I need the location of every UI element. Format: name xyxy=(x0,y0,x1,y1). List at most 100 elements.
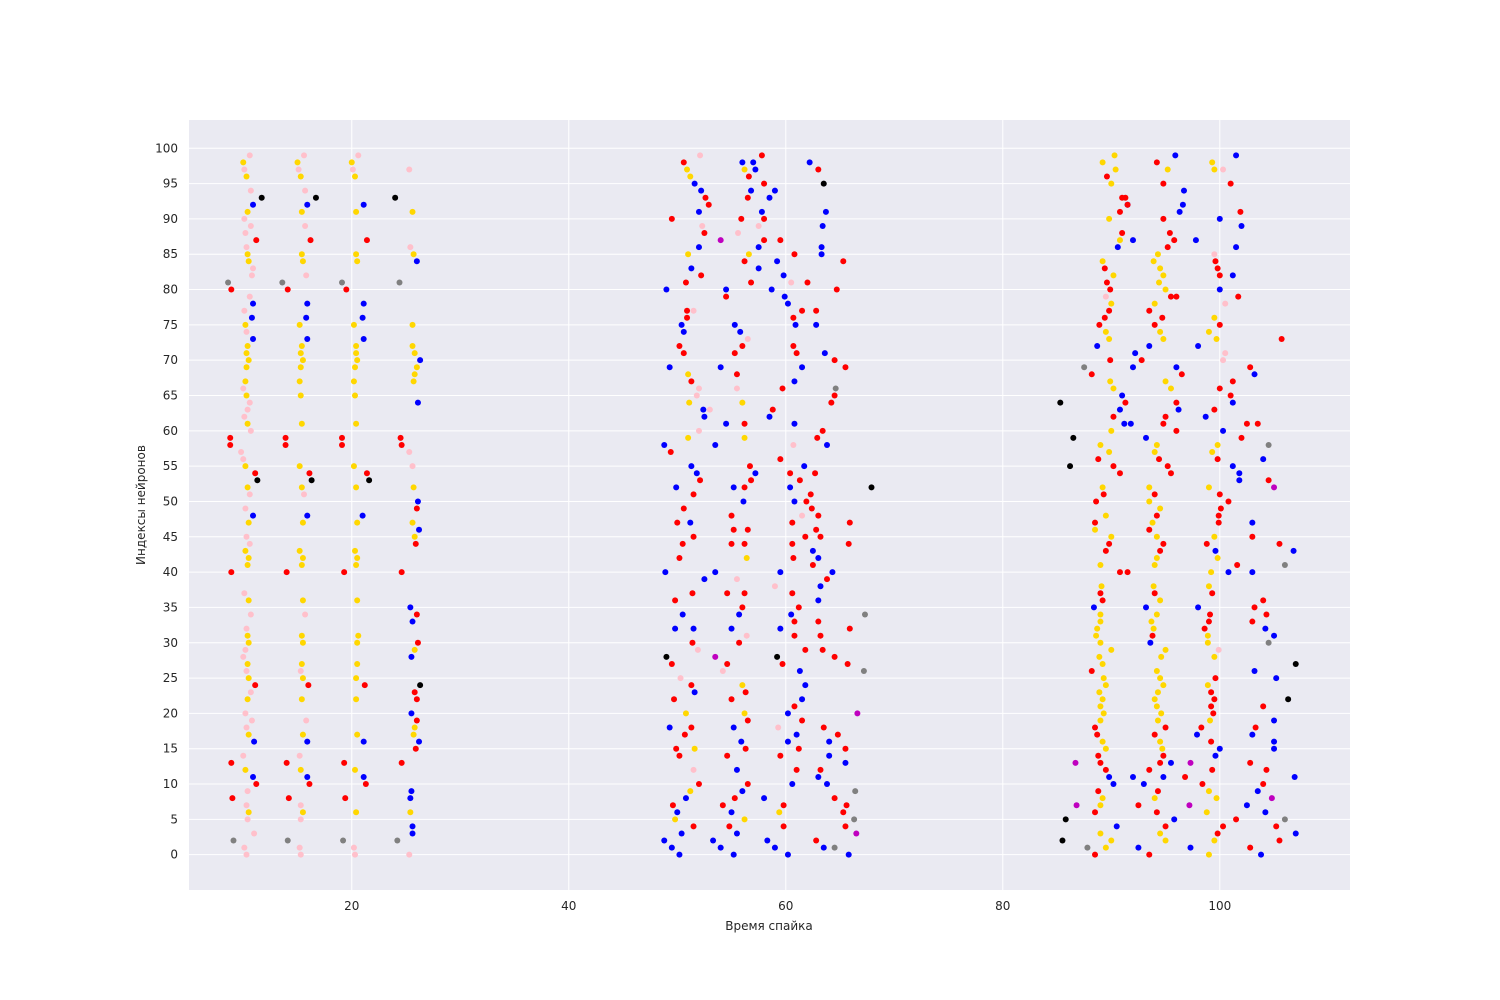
spike-point xyxy=(1208,689,1215,696)
spike-point xyxy=(243,244,250,251)
spike-point xyxy=(663,653,670,660)
spike-point xyxy=(409,519,416,526)
spike-point xyxy=(409,463,416,470)
spike-point xyxy=(1107,286,1114,293)
spike-point xyxy=(1102,512,1109,519)
spike-point xyxy=(408,653,415,660)
spike-point xyxy=(353,343,360,350)
spike-point xyxy=(771,187,778,194)
spike-point xyxy=(789,590,796,597)
spike-point xyxy=(1151,731,1158,738)
spike-point xyxy=(824,781,831,788)
spike-point xyxy=(410,484,417,491)
spike-point xyxy=(1162,413,1169,420)
spike-point xyxy=(1090,604,1097,611)
spike-point xyxy=(1247,844,1254,851)
spike-point xyxy=(299,258,306,265)
spike-point xyxy=(1292,830,1299,837)
spike-point xyxy=(245,675,252,682)
spike-point xyxy=(304,773,311,780)
spike-point xyxy=(1146,851,1153,858)
spike-point xyxy=(302,187,309,194)
spike-point xyxy=(791,378,798,385)
spike-point xyxy=(243,668,250,675)
spike-point xyxy=(1127,420,1134,427)
spike-point xyxy=(1097,590,1104,597)
spike-point xyxy=(731,321,738,328)
spike-point xyxy=(698,187,705,194)
spike-point xyxy=(801,463,808,470)
spike-point xyxy=(1154,717,1161,724)
spike-point xyxy=(360,300,367,307)
spike-point xyxy=(1251,668,1258,675)
spike-point xyxy=(717,237,724,244)
spike-point xyxy=(706,406,713,413)
spike-point xyxy=(808,505,815,512)
spike-point xyxy=(1249,533,1256,540)
spike-point xyxy=(411,350,418,357)
spike-point xyxy=(781,293,788,300)
spike-point xyxy=(1222,300,1229,307)
spike-point xyxy=(1081,364,1088,371)
spike-point xyxy=(304,512,311,519)
spike-point xyxy=(1098,583,1105,590)
spike-point xyxy=(301,491,308,498)
spike-point xyxy=(1096,689,1103,696)
spike-point xyxy=(1107,357,1114,364)
spike-point xyxy=(1220,357,1227,364)
spike-point xyxy=(1153,809,1160,816)
spike-point xyxy=(731,795,738,802)
spike-point xyxy=(297,350,304,357)
spike-point xyxy=(807,491,814,498)
spike-point xyxy=(308,477,315,484)
spike-point xyxy=(831,795,838,802)
spike-point xyxy=(1148,618,1155,625)
spike-point xyxy=(299,597,306,604)
spike-point xyxy=(1121,420,1128,427)
spike-point xyxy=(793,766,800,773)
spike-point xyxy=(398,759,405,766)
spike-point xyxy=(1103,173,1110,180)
spike-point xyxy=(724,590,731,597)
spike-point xyxy=(1096,321,1103,328)
spike-point xyxy=(1153,512,1160,519)
spike-point xyxy=(1057,399,1064,406)
y-tick-label: 60 xyxy=(163,424,178,438)
y-tick-label: 100 xyxy=(155,141,178,155)
spike-point xyxy=(406,166,413,173)
spike-point xyxy=(748,477,755,484)
spike-point xyxy=(354,357,361,364)
spike-point xyxy=(840,809,847,816)
spike-point xyxy=(1243,420,1250,427)
spike-point xyxy=(341,759,348,766)
spike-point xyxy=(354,660,361,667)
spike-point xyxy=(1153,159,1160,166)
spike-point xyxy=(1116,569,1123,576)
spike-point xyxy=(245,597,252,604)
spike-point xyxy=(350,378,357,385)
spike-point xyxy=(745,173,752,180)
spike-point xyxy=(1212,547,1219,554)
spike-point xyxy=(1214,265,1221,272)
spike-point xyxy=(1229,399,1236,406)
spike-point xyxy=(1088,668,1095,675)
spike-point xyxy=(1157,547,1164,554)
spike-point xyxy=(790,314,797,321)
spike-point xyxy=(1093,498,1100,505)
spike-point xyxy=(1205,484,1212,491)
spike-point xyxy=(1176,208,1183,215)
spike-point xyxy=(738,738,745,745)
spike-point xyxy=(739,159,746,166)
spike-point xyxy=(411,371,418,378)
spike-point xyxy=(1216,272,1223,279)
spike-point xyxy=(1094,343,1101,350)
spike-point xyxy=(1103,279,1110,286)
spike-point xyxy=(686,399,693,406)
spike-point xyxy=(682,795,689,802)
spike-point xyxy=(1215,519,1222,526)
spike-point xyxy=(694,646,701,653)
spike-point xyxy=(1173,399,1180,406)
spike-point xyxy=(1217,505,1224,512)
spike-point xyxy=(679,540,686,547)
spike-point xyxy=(731,350,738,357)
